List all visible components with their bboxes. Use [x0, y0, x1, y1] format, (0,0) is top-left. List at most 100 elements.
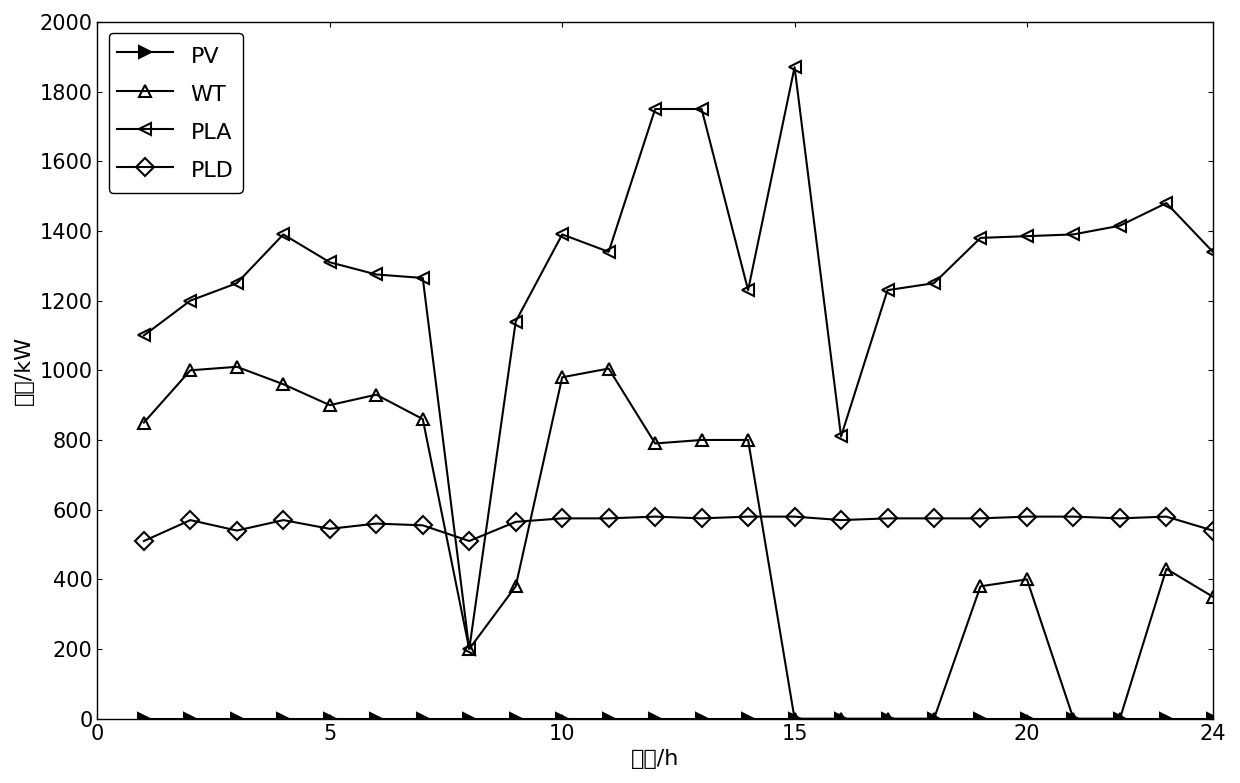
- PV: [1159, 714, 1174, 723]
- PLD: [184, 515, 198, 525]
- PV: [275, 714, 290, 723]
- PV: [322, 714, 337, 723]
- PLA: [229, 279, 244, 288]
- Line: PV: PV: [138, 713, 1219, 725]
- Y-axis label: 功率/kW: 功率/kW: [14, 336, 33, 405]
- PLA: [322, 258, 337, 267]
- PLD: [787, 512, 802, 521]
- PLA: [554, 229, 569, 239]
- PLD: [368, 519, 383, 529]
- PV: [926, 714, 941, 723]
- PV: [1205, 714, 1220, 723]
- PV: [136, 714, 151, 723]
- Line: PLA: PLA: [138, 61, 1219, 655]
- WT: [694, 435, 709, 445]
- PLD: [1066, 512, 1081, 521]
- PV: [740, 714, 755, 723]
- PLA: [415, 273, 430, 283]
- PLA: [275, 229, 290, 239]
- WT: [973, 582, 988, 591]
- PLA: [1019, 232, 1034, 241]
- WT: [415, 414, 430, 424]
- PV: [787, 714, 802, 723]
- PLA: [1159, 198, 1174, 207]
- PLD: [229, 526, 244, 536]
- WT: [880, 714, 895, 723]
- PLA: [184, 296, 198, 305]
- WT: [1159, 565, 1174, 574]
- WT: [554, 373, 569, 382]
- WT: [508, 582, 523, 591]
- PLA: [694, 104, 709, 114]
- WT: [1205, 592, 1220, 601]
- PLD: [554, 514, 569, 523]
- WT: [601, 364, 616, 373]
- PLD: [136, 536, 151, 546]
- PLA: [880, 286, 895, 295]
- PLA: [601, 247, 616, 257]
- WT: [322, 400, 337, 410]
- PLA: [926, 279, 941, 288]
- PLD: [461, 536, 476, 546]
- WT: [1112, 714, 1127, 723]
- PLD: [833, 515, 848, 525]
- WT: [647, 438, 662, 448]
- PLD: [1112, 514, 1127, 523]
- PV: [694, 714, 709, 723]
- PV: [601, 714, 616, 723]
- WT: [926, 714, 941, 723]
- PLA: [787, 63, 802, 72]
- PLA: [136, 330, 151, 340]
- PLD: [275, 515, 290, 525]
- PLD: [1205, 526, 1220, 536]
- WT: [1066, 714, 1081, 723]
- PLD: [740, 512, 755, 521]
- PLD: [1159, 512, 1174, 521]
- PV: [415, 714, 430, 723]
- PV: [368, 714, 383, 723]
- PLA: [1205, 247, 1220, 257]
- PLD: [694, 514, 709, 523]
- X-axis label: 时段/h: 时段/h: [631, 749, 680, 769]
- PLA: [508, 317, 523, 327]
- PV: [833, 714, 848, 723]
- PV: [554, 714, 569, 723]
- WT: [833, 714, 848, 723]
- PLD: [322, 524, 337, 533]
- WT: [184, 366, 198, 375]
- Line: WT: WT: [138, 360, 1219, 725]
- PLA: [1066, 229, 1081, 239]
- PLD: [415, 521, 430, 530]
- PLA: [740, 286, 755, 295]
- PLD: [1019, 512, 1034, 521]
- PV: [647, 714, 662, 723]
- PV: [184, 714, 198, 723]
- WT: [229, 362, 244, 371]
- PV: [508, 714, 523, 723]
- PLA: [1112, 221, 1127, 230]
- PLA: [368, 270, 383, 280]
- PLA: [461, 644, 476, 654]
- Line: PLD: PLD: [138, 511, 1219, 547]
- PV: [1066, 714, 1081, 723]
- WT: [136, 418, 151, 428]
- PLD: [973, 514, 988, 523]
- WT: [275, 380, 290, 389]
- WT: [740, 435, 755, 445]
- WT: [787, 714, 802, 723]
- PLD: [601, 514, 616, 523]
- PV: [229, 714, 244, 723]
- WT: [1019, 575, 1034, 584]
- PV: [973, 714, 988, 723]
- PLD: [508, 517, 523, 526]
- PLD: [647, 512, 662, 521]
- PV: [1019, 714, 1034, 723]
- Legend: PV, WT, PLA, PLD: PV, WT, PLA, PLD: [109, 33, 243, 193]
- PV: [1112, 714, 1127, 723]
- PLA: [647, 104, 662, 114]
- PLD: [880, 514, 895, 523]
- PV: [880, 714, 895, 723]
- PLA: [833, 431, 848, 441]
- WT: [461, 644, 476, 654]
- PV: [461, 714, 476, 723]
